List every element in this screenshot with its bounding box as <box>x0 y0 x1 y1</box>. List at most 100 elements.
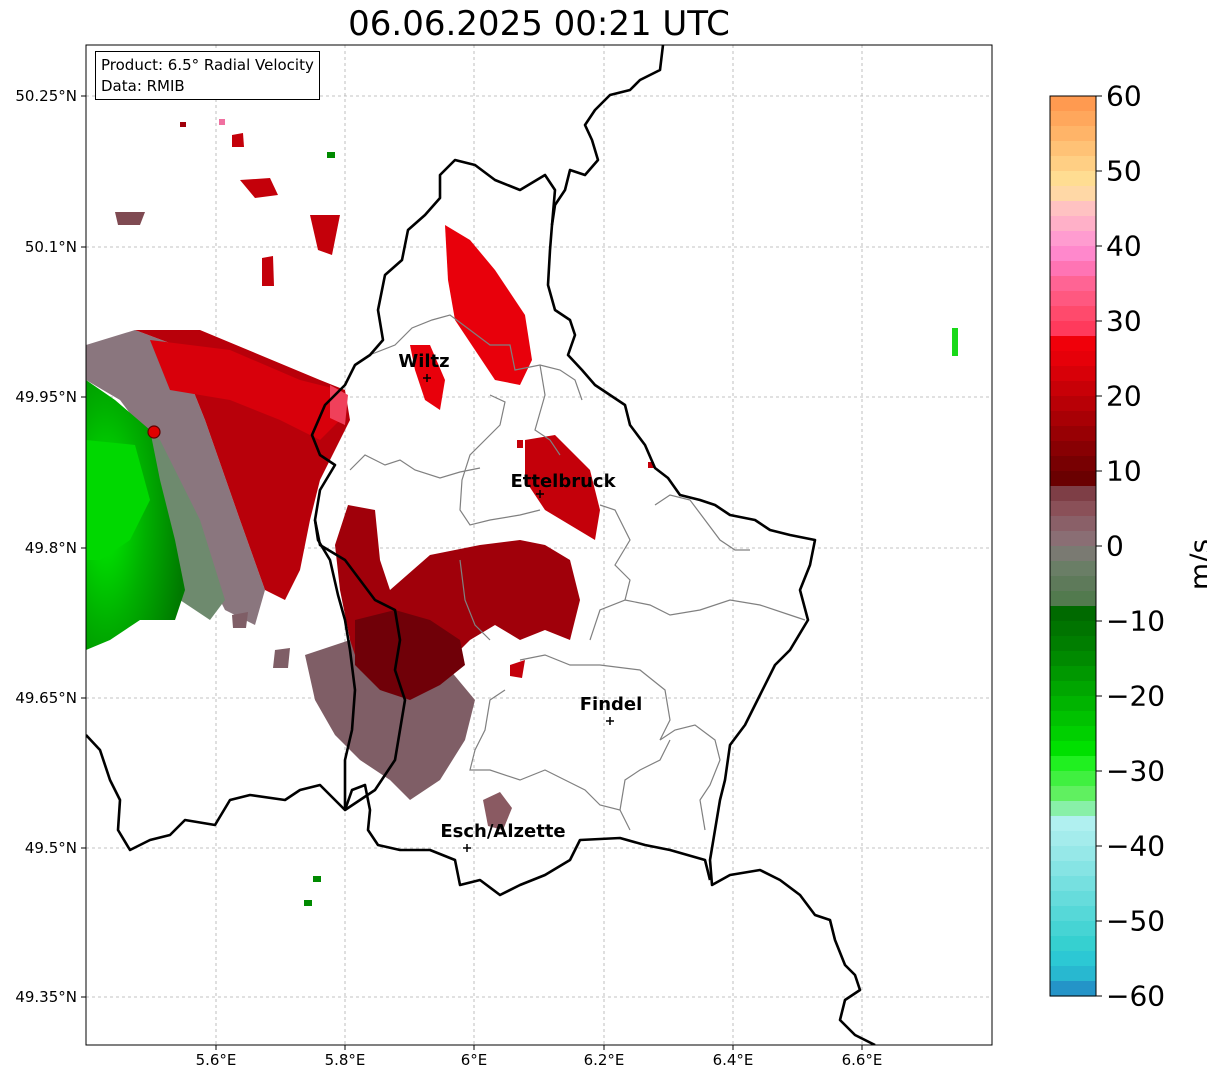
colorbar-band <box>1050 801 1096 817</box>
lat-label: 49.35°N <box>15 988 77 1006</box>
colorbar-band <box>1050 891 1096 907</box>
colorbar-band <box>1050 546 1096 562</box>
colorbar-band <box>1050 561 1096 577</box>
colorbar-band <box>1050 441 1096 457</box>
colorbar-band <box>1050 846 1096 862</box>
lon-label: 6.4°E <box>712 1051 754 1069</box>
colorbar-unit-label: m/s <box>1183 538 1207 591</box>
lon-label: 5.8°E <box>324 1051 366 1069</box>
lat-label: 49.5°N <box>24 839 77 857</box>
colorbar-band <box>1050 336 1096 352</box>
colorbar-tick-label: −60 <box>1106 979 1166 1013</box>
colorbar-band <box>1050 966 1096 982</box>
colorbar-band <box>1050 606 1096 622</box>
colorbar-band <box>1050 366 1096 382</box>
colorbar-band <box>1050 951 1096 967</box>
lon-label: 6.6°E <box>841 1051 883 1069</box>
colorbar-band <box>1050 501 1096 517</box>
lat-label: 49.95°N <box>15 388 77 406</box>
national-borders <box>86 45 876 1045</box>
colorbar-band <box>1050 396 1096 412</box>
colorbar-band <box>1050 516 1096 532</box>
colorbar-band <box>1050 681 1096 697</box>
city-label-wiltz: Wiltz <box>398 351 450 372</box>
lat-label: 50.25°N <box>15 87 77 105</box>
colorbar <box>1049 95 1102 997</box>
colorbar-band <box>1050 651 1096 667</box>
colorbar-band <box>1050 576 1096 592</box>
colorbar-band <box>1050 156 1096 172</box>
colorbar-band <box>1050 201 1096 217</box>
axis-ticks <box>81 95 863 1050</box>
colorbar-tick-label: −10 <box>1106 604 1166 638</box>
colorbar-tick-label: −40 <box>1106 829 1166 863</box>
colorbar-band <box>1050 216 1096 232</box>
lon-label: 6.2°E <box>583 1051 625 1069</box>
colorbar-band <box>1050 786 1096 802</box>
colorbar-band <box>1050 486 1096 502</box>
colorbar-band <box>1050 321 1096 337</box>
colorbar-band <box>1050 306 1096 322</box>
colorbar-tick-label: 10 <box>1106 454 1142 488</box>
colorbar-band <box>1050 711 1096 727</box>
colorbar-band <box>1050 876 1096 892</box>
lon-label: 6°E <box>460 1051 488 1069</box>
colorbar-band <box>1050 771 1096 787</box>
echo-negative <box>86 152 958 906</box>
colorbar-tick-label: −20 <box>1106 679 1166 713</box>
lat-label: 50.1°N <box>24 238 77 256</box>
radar-site-marker <box>147 425 161 439</box>
colorbar-band <box>1050 456 1096 472</box>
colorbar-tick-label: 20 <box>1106 379 1142 413</box>
map-title: 06.06.2025 00:21 UTC <box>348 4 730 44</box>
lat-label: 49.65°N <box>15 689 77 707</box>
colorbar-band <box>1050 111 1096 127</box>
colorbar-band <box>1050 906 1096 922</box>
colorbar-tick-label: 60 <box>1106 79 1142 113</box>
colorbar-band <box>1050 381 1096 397</box>
city-label-findel: Findel <box>579 694 643 715</box>
map-frame <box>85 44 993 1046</box>
colorbar-band <box>1050 246 1096 262</box>
colorbar-band <box>1050 726 1096 742</box>
colorbar-tick-label: −50 <box>1106 904 1166 938</box>
colorbar-band <box>1050 816 1096 832</box>
lon-label: 5.6°E <box>195 1051 237 1069</box>
colorbar-band <box>1050 411 1096 427</box>
colorbar-band <box>1050 141 1096 157</box>
colorbar-band <box>1050 171 1096 187</box>
colorbar-band <box>1050 696 1096 712</box>
colorbar-band <box>1050 426 1096 442</box>
colorbar-band <box>1050 981 1096 997</box>
city-label-ettelbruck: Ettelbruck <box>510 471 616 492</box>
colorbar-band <box>1050 831 1096 847</box>
city-markers <box>423 374 614 852</box>
colorbar-tick-label: 50 <box>1106 154 1142 188</box>
colorbar-band <box>1050 921 1096 937</box>
colorbar-band <box>1050 471 1096 487</box>
colorbar-band <box>1050 591 1096 607</box>
echo-positive <box>115 119 654 700</box>
colorbar-band <box>1050 666 1096 682</box>
colorbar-tick-label: 30 <box>1106 304 1142 338</box>
colorbar-band <box>1050 936 1096 952</box>
info-box: Product: 6.5° Radial Velocity Data: RMIB <box>95 51 320 100</box>
colorbar-band <box>1050 531 1096 547</box>
colorbar-band <box>1050 861 1096 877</box>
lat-label: 49.8°N <box>24 539 77 557</box>
colorbar-tick-label: −30 <box>1106 754 1166 788</box>
colorbar-band <box>1050 351 1096 367</box>
colorbar-band <box>1050 291 1096 307</box>
colorbar-band <box>1050 636 1096 652</box>
colorbar-tick-label: 40 <box>1106 229 1142 263</box>
colorbar-band <box>1050 96 1096 112</box>
city-label-esch-alzette: Esch/Alzette <box>440 821 566 842</box>
colorbar-band <box>1050 276 1096 292</box>
colorbar-tick-label: 0 <box>1106 529 1124 563</box>
colorbar-band <box>1050 261 1096 277</box>
canton-boundaries <box>349 314 806 831</box>
product-label: Product: 6.5° Radial Velocity <box>101 56 314 74</box>
colorbar-band <box>1050 621 1096 637</box>
colorbar-band <box>1050 186 1096 202</box>
